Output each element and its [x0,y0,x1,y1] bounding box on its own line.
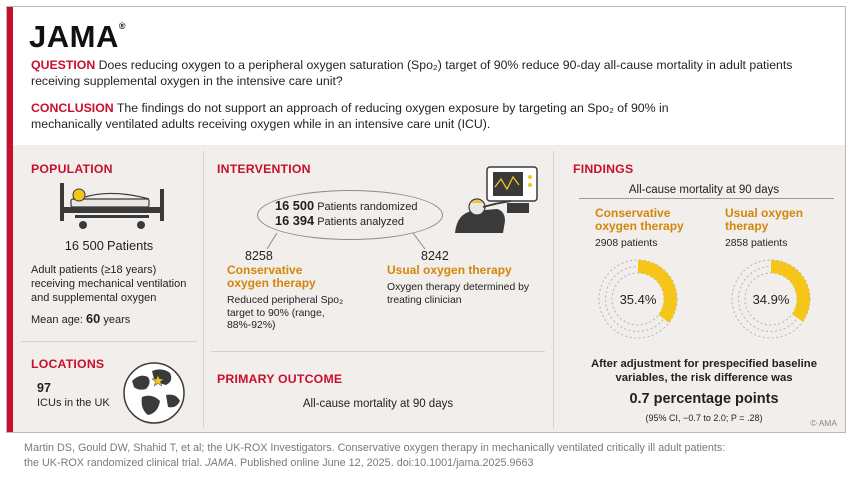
intervention-heading: INTERVENTION [217,162,311,176]
primary-outcome-text: All-cause mortality at 90 days [302,398,454,410]
findings-summary: After adjustment for prespecified baseli… [591,358,817,384]
locations-heading: LOCATIONS [31,357,105,371]
donut-label-0: 35.4% [620,292,657,307]
donut-label-1: 34.9% [753,292,790,307]
conclusion-label: CONCLUSION [31,101,114,115]
citation-line-1: Martin DS, Gould DW, Shahid T, et al; th… [24,442,726,454]
locations-text: ICUs in the UK [37,397,110,409]
infographic-frame: JAMA® QUESTION Does reducing oxygen to a… [6,6,846,433]
question: QUESTION Does reducing oxygen to a perip… [31,57,821,89]
divider [21,341,197,342]
findings-subtitle: All-cause mortality at 90 days [628,184,780,196]
mortality-donut-chart: 35.4% 34.9% [598,259,811,339]
findings-rule [579,198,834,199]
series-0-name: Conservative oxygen therapy [595,206,684,233]
series-1-name: Usual oxygen therapy [725,206,804,233]
usual-count: 8242 [421,249,449,263]
divider [211,351,545,352]
randomized-line: 16 500 Patients randomized [275,198,418,214]
allocation-lines [266,233,426,250]
analyzed-line: 16 394 Patients analyzed [275,213,405,229]
population-count: 16 500 Patients [64,238,154,253]
conservative-name: Conservative oxygen therapy [227,263,316,290]
population-heading: POPULATION [31,162,113,176]
conclusion-text: The findings do not support an approach … [31,101,669,131]
conclusion: CONCLUSION The findings do not support a… [31,100,731,132]
randomization-ellipse [257,190,443,240]
accent-bar [7,7,13,432]
locations-count: 97 [37,381,51,395]
usual-name: Usual oxygen therapy [387,263,512,277]
findings-ci: (95% CI, −0.7 to 2.0; P = .28) [645,413,763,423]
population-description: Adult patients (≥18 years) receiving mec… [31,264,187,304]
series-1-patients: 2858 patients [725,238,788,249]
citation: Martin DS, Gould DW, Shahid T, et al; th… [24,441,824,471]
summary-panels: POPULATION 16 500 Patients Adult patient… [13,145,845,432]
primary-outcome-heading: PRIMARY OUTCOME [217,372,343,386]
jama-logo: JAMA® [29,19,126,54]
conservative-count: 8258 [245,249,273,263]
question-text: Does reducing oxygen to a peripheral oxy… [31,58,793,88]
donut-wedge-0 [638,260,677,323]
globe-icon [123,362,185,424]
copyright: © AMA [810,418,837,428]
divider [203,151,204,428]
usual-desc: Oxygen therapy determined by treating cl… [387,282,530,306]
series-0-patients: 2908 patients [595,238,658,249]
hospital-bed-icon [60,183,164,229]
conservative-desc: Reduced peripheral Spo₂ target to 90% (r… [227,295,344,331]
findings-heading: FINDINGS [573,162,634,176]
citation-line-2: the UK-ROX randomized clinical trial. JA… [24,457,534,469]
divider [553,151,554,428]
ventilator-icon [455,166,538,233]
donut-wedge-1 [771,260,810,322]
mean-age: Mean age: 60 years [31,311,131,327]
question-label: QUESTION [31,58,96,72]
findings-effect: 0.7 percentage points [629,391,779,407]
